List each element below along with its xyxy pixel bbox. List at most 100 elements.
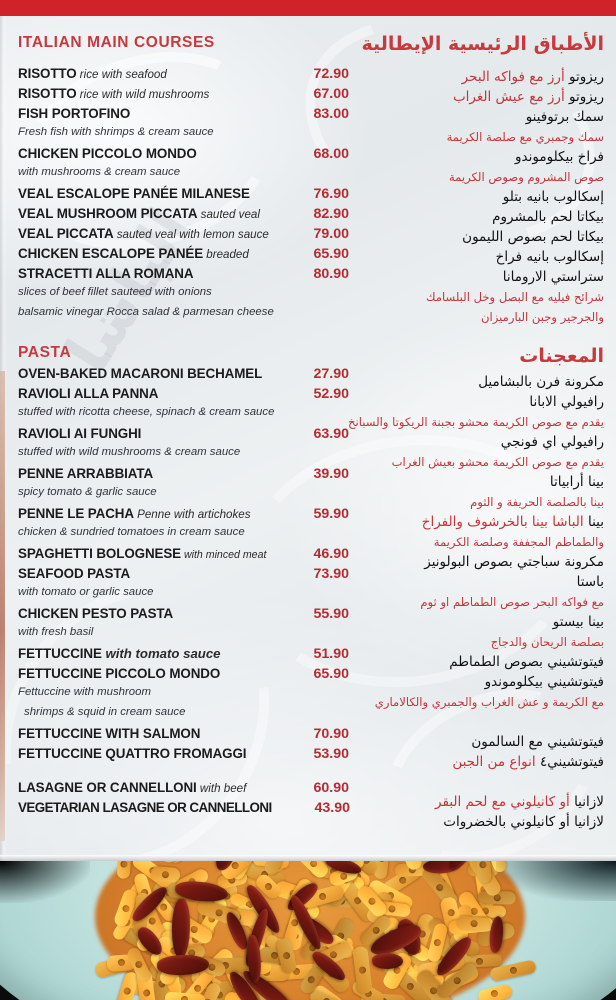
menu-item-description: with mushrooms & cream sauce [18, 166, 181, 178]
menu-item-description: with tomato or garlic sauce [18, 586, 154, 598]
section-title-pasta: PASTA [18, 344, 72, 361]
menu-item-subtitle: rice with seafood [76, 68, 167, 81]
menu-item-price: 65.90 [313, 666, 349, 682]
menu-item-arabic: ريزوتو أرز مع فواكه البحر [461, 68, 604, 85]
menu-item-subtitle: sauted veal [197, 208, 260, 221]
menu-item-description: shrimps & squid in cream sauce [24, 706, 186, 718]
menu-item-row: PENNE ARRABBIATA 39.90 [18, 466, 349, 486]
menu-item-arabic: رافيولي اي فونجي [500, 433, 604, 450]
pasta-list-arabic: مكرونة فرن بالبشاميل رافيولي الابانا يقدم … [344, 372, 604, 832]
menu-item-price: 76.90 [313, 186, 349, 202]
photo-vignette-right [496, 861, 616, 901]
menu-item-name: CHICKEN PESTO PASTA [18, 606, 174, 621]
menu-item-row: FETTUCCINE with tomato sauce 51.90 [18, 646, 349, 666]
menu-item-name: SPAGHETTI BOLOGNESE with minced meat [18, 546, 267, 561]
menu-item-arabic: إسكالوب بانيه فراخ [495, 248, 604, 265]
menu-item-price: 51.90 [313, 646, 349, 662]
menu-item-name: RISOTTO rice with wild mushrooms [18, 86, 210, 101]
spacer [18, 766, 348, 780]
menu-item-name: CHICKEN ESCALOPE PANÉE breaded [18, 246, 249, 261]
menu-item-arabic: لازانيا أو كانيلوني مع لحم البقر [435, 793, 604, 810]
menu-item-row: LASAGNE OR CANNELLONI with beef 60.90 [18, 780, 349, 800]
menu-item-arabic: يقدم مع صوص الكريمة محشو بجبنة الريكوتا … [348, 414, 604, 429]
penne-piece [164, 991, 206, 1000]
menu-item-price: 73.90 [313, 566, 349, 582]
menu-item-name: FETTUCCINE with tomato sauce [18, 646, 221, 661]
menu-item-row: VEAL PICCATA sauted veal with lemon sauc… [18, 226, 349, 246]
menu-item-row: FISH PORTOFINO 83.00 [18, 106, 349, 126]
menu-item-description: balsamic vinegar Rocca salad & parmesan … [18, 306, 274, 318]
menu-item-subtitle: Penne with artichokes [133, 508, 251, 521]
menu-item-arabic: بينا بالصلصة الحريفة و الثوم [470, 494, 604, 509]
menu-item-price: 46.90 [313, 546, 349, 562]
section-title-pasta-arabic: المعجنات [519, 344, 604, 367]
menu-item-row: CHICKEN ESCALOPE PANÉE breaded 65.90 [18, 246, 349, 266]
menu-item-price: 60.90 [313, 780, 349, 796]
menu-item-description: stuffed with wild mushrooms & cream sauc… [18, 446, 241, 458]
menu-item-description: slices of beef fillet sauteed with onion… [18, 286, 212, 298]
menu-item-description: Fresh fish with shrimps & cream sauce [18, 126, 214, 138]
page-fold-strip [0, 371, 5, 841]
menu-item-name: RISOTTO rice with seafood [18, 66, 167, 81]
menu-item-description: Fettuccine with mushroom [18, 686, 151, 698]
menu-item-arabic: والجرجير وجبن البارميزان [481, 309, 604, 324]
menu-item-price: 72.90 [313, 66, 349, 82]
menu-item-price: 70.90 [313, 726, 349, 742]
food-photo [0, 861, 616, 1000]
section-title-italian-main-courses-arabic: الأطباق الرئيسية الإيطالية [361, 33, 604, 55]
menu-item-arabic: يقدم مع صوص الكريمة محشو بعيش الغراب [391, 454, 604, 469]
menu-item-row: SPAGHETTI BOLOGNESE with minced meat 46.9… [18, 546, 349, 566]
menu-item-row: SEAFOOD PASTA 73.90 [18, 566, 349, 586]
menu-item-arabic: والطماطم المجففة وصلصة الكريمة [433, 534, 604, 549]
menu-item-row: VEAL ESCALOPE PANÉE MILANESE 76.90 [18, 186, 349, 206]
menu-item-name: PENNE ARRABBIATA [18, 466, 154, 481]
penne-piece [456, 915, 492, 933]
menu-item-arabic: صوص المشروم وصوص الكريمة [448, 169, 604, 184]
menu-item-arabic: باستا [576, 573, 604, 590]
english-column: ITALIAN MAIN COURSES RISOTTO rice with s… [18, 34, 350, 820]
menu-item-subtitle: rice with wild mushrooms [76, 88, 210, 101]
menu-item-subtitle: with minced meat [181, 549, 267, 561]
menu-item-row: VEAL MUSHROOM PICCATA sauted veal 82.90 [18, 206, 349, 226]
menu-item-price: 39.90 [313, 466, 349, 482]
menu-item-arabic: رافيولي الابانا [529, 393, 604, 410]
menu-item-row: CHICKEN PICCOLO MONDO 68.00 [18, 146, 349, 166]
menu-item-arabic: سمك وجمبري مع صلصة الكريمة [446, 129, 604, 144]
menu-item-price: 55.90 [313, 606, 349, 622]
italian-main-courses-list: RISOTTO rice with seafood 72.90 RISOTTO ri… [18, 66, 349, 326]
top-red-bar [0, 0, 616, 16]
pasta-list: OVEN-BAKED MACARONI BECHAMEL 27.90 RAVIOLI… [18, 366, 350, 820]
menu-item-name: CHICKEN PICCOLO MONDO [18, 146, 197, 161]
menu-item-subtitle: breaded [203, 248, 249, 261]
menu-item-name: FETTUCCINE WITH SALMON [18, 726, 201, 741]
panel-bottom-shadow [0, 855, 616, 863]
menu-item-name: RAVIOLI ALLA PANNA [18, 386, 159, 401]
menu-item-row: FETTUCCINE QUATTRO FROMAGGI 53.90 [18, 746, 349, 766]
menu-item-description: with fresh basil [18, 626, 94, 638]
menu-item-price: 82.90 [313, 206, 349, 222]
menu-item-arabic: ستراستي الارومانا [502, 268, 604, 285]
menu-item-arabic: بيكاتا لحم بالمشروم [492, 208, 604, 225]
menu-item-price: 53.90 [313, 746, 349, 762]
menu-item-arabic: مع الكريمة و عش الغراب والجمبري والكالام… [374, 694, 604, 709]
menu-item-row: RISOTTO rice with seafood 72.90 [18, 66, 349, 86]
menu-item-arabic: مكرونة سباجتي بصوص البولونيز [424, 553, 604, 570]
menu-item-name: VEGETARIAN LASAGNE OR CANNELLONI [18, 800, 272, 815]
menu-item-arabic: فيتوتشيني مع السالمون [471, 733, 604, 750]
photo-vignette-left [0, 861, 90, 903]
menu-item-row: OVEN-BAKED MACARONI BECHAMEL 27.90 [18, 366, 349, 386]
sundried-tomato-piece [371, 951, 404, 970]
menu-item-name: PENNE LE PACHA Penne with artichokes [18, 506, 251, 521]
menu-item-row: FETTUCCINE WITH SALMON 70.90 [18, 726, 349, 746]
menu-item-arabic: فيتوتشيني٤ انواع من الجبن [452, 753, 604, 770]
menu-item-arabic: مع فواكه البحر صوص الطماطم او ثوم [420, 594, 604, 609]
menu-item-name: FETTUCCINE QUATTRO FROMAGGI [18, 746, 247, 761]
menu-item-price: 83.00 [313, 106, 349, 122]
menu-item-arabic: مكرونة فرن بالبشاميل [478, 373, 604, 390]
menu-item-row: RISOTTO rice with wild mushrooms 67.00 [18, 86, 349, 106]
menu-item-arabic: لازانيا أو كانيلوني بالخضروات [443, 813, 604, 830]
menu-item-name: FISH PORTOFINO [18, 106, 131, 121]
menu-item-arabic: بينا بيستو [552, 613, 604, 630]
menu-item-arabic: شرائح فيليه مع البصل وخل البلسامك [425, 289, 604, 304]
